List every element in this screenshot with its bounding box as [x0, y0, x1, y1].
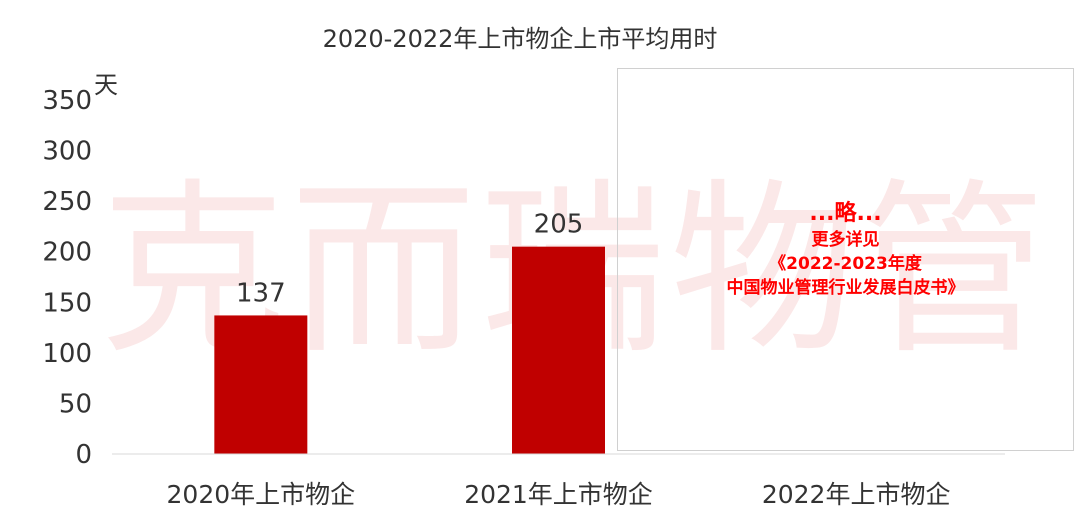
x-tick-label: 2020年上市物企 [167, 480, 356, 509]
note-line-1: ...略... [809, 201, 882, 226]
omitted-data-box [617, 68, 1074, 451]
chart-title: 2020-2022年上市物企上市平均用时 [323, 25, 718, 53]
omitted-data-note: ...略... 更多详见 《2022-2023年度 中国物业管理行业发展白皮书》 [617, 200, 1074, 300]
y-tick-label: 250 [42, 187, 92, 217]
note-line-2: 更多详见 [811, 230, 880, 250]
note-line-3: 《2022-2023年度 [769, 254, 922, 274]
data-label: 137 [236, 278, 286, 308]
y-tick-label: 200 [42, 238, 92, 268]
bar [512, 246, 605, 454]
y-tick-label: 100 [42, 339, 92, 369]
y-tick-label: 150 [42, 288, 92, 318]
y-tick-label: 0 [75, 440, 92, 470]
bar [214, 315, 308, 454]
y-tick-label: 350 [42, 86, 92, 116]
x-tick-label: 2021年上市物企 [464, 480, 653, 509]
y-tick-label: 300 [42, 137, 92, 167]
note-line-4: 中国物业管理行业发展白皮书》 [726, 278, 965, 298]
data-label: 205 [534, 210, 584, 240]
x-tick-label: 2022年上市物企 [762, 480, 951, 509]
y-axis-unit-label: 天 [94, 71, 118, 99]
y-tick-label: 50 [59, 389, 92, 419]
